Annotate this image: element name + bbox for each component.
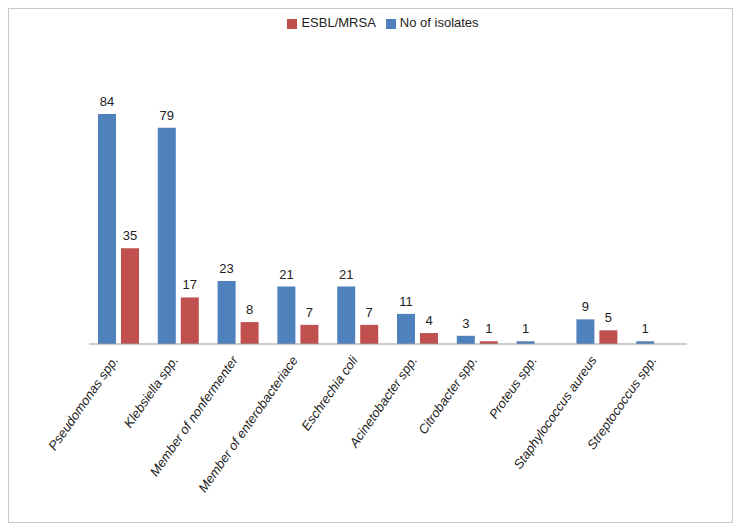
svg-text:Acinetobacter spp.: Acinetobacter spp.: [346, 353, 421, 451]
svg-text:5: 5: [605, 310, 612, 325]
svg-text:11: 11: [399, 294, 413, 309]
svg-text:8: 8: [246, 302, 253, 317]
svg-text:1: 1: [522, 321, 529, 336]
svg-text:1: 1: [485, 321, 492, 336]
html-text:ESBL/MRSA: ESBL/MRSA: [301, 15, 376, 30]
svg-text:1: 1: [642, 321, 649, 336]
svg-text:Streptococcus spp.: Streptococcus spp.: [584, 353, 660, 452]
svg-text:79: 79: [160, 108, 174, 123]
html-text:No of isolates: No of isolates: [399, 15, 479, 30]
svg-text:Member of nonfermenter: Member of nonfermenter: [146, 353, 241, 479]
svg-text:84: 84: [100, 94, 114, 109]
svg-text:7: 7: [306, 305, 313, 320]
svg-text:7: 7: [366, 305, 373, 320]
svg-text:Proteus spp.: Proteus spp.: [486, 353, 540, 421]
svg-text:Eschrechia coli: Eschrechia coli: [298, 352, 361, 433]
svg-text:35: 35: [123, 228, 137, 243]
svg-text:23: 23: [219, 261, 233, 276]
svg-text:4: 4: [425, 313, 432, 328]
svg-text:Pseudomonas spp.: Pseudomonas spp.: [45, 353, 121, 453]
svg-text:9: 9: [582, 299, 589, 314]
svg-text:17: 17: [183, 277, 197, 292]
svg-text:Citrobacter spp.: Citrobacter spp.: [415, 353, 480, 437]
svg-text:Member of enterobacteriace: Member of enterobacteriace: [195, 353, 301, 495]
svg-text:3: 3: [462, 316, 469, 331]
svg-text:Staphylococcus aureus: Staphylococcus aureus: [510, 353, 600, 472]
svg-text:21: 21: [279, 267, 293, 282]
svg-text:Klebsiella spp.: Klebsiella spp.: [121, 353, 181, 430]
svg-text:21: 21: [339, 267, 353, 282]
